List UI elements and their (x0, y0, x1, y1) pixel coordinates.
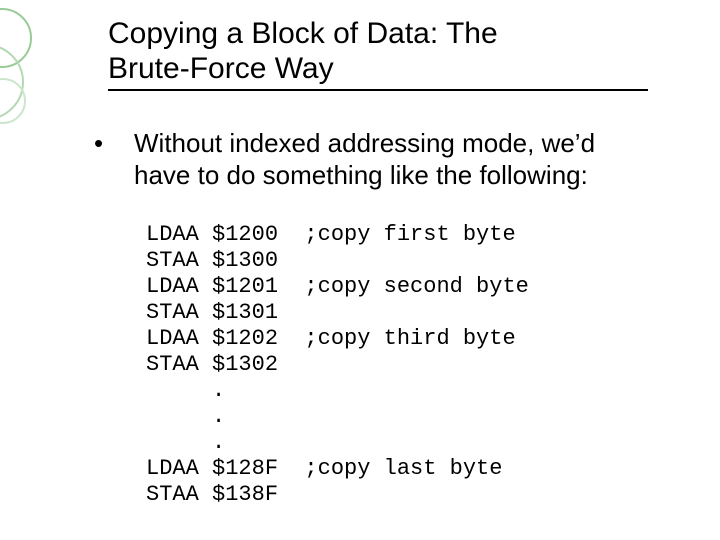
title-block: Copying a Block of Data: The Brute-Force… (108, 16, 648, 91)
code-block: LDAA $1200 ;copy first byte STAA $1300 L… (146, 222, 529, 507)
bullet-item: • Without indexed addressing mode, we’d … (90, 128, 650, 191)
bullet-text: Without indexed addressing mode, we’d ha… (134, 128, 595, 191)
bullet-line: Without indexed addressing mode, we’d (134, 128, 595, 158)
bullet-marker: • (90, 128, 134, 159)
body-block: • Without indexed addressing mode, we’d … (90, 128, 650, 191)
bullet-line: have to do something like the following: (134, 160, 588, 190)
title-line: Copying a Block of Data: The (108, 17, 498, 50)
title-line: Brute-Force Way (108, 52, 334, 85)
title-underline (108, 89, 648, 91)
slide-title: Copying a Block of Data: The Brute-Force… (108, 16, 648, 87)
slide: Copying a Block of Data: The Brute-Force… (0, 0, 720, 540)
